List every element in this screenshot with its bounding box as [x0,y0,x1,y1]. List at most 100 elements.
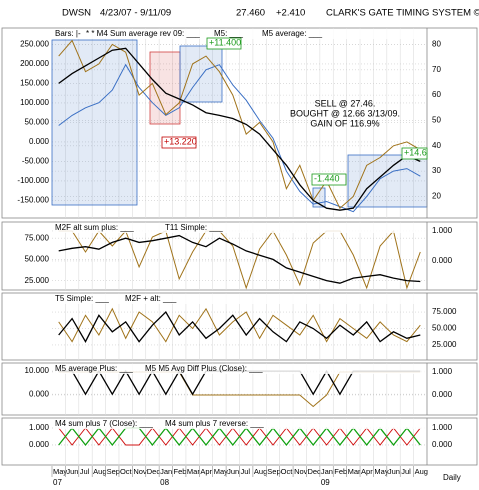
legend-label: M5 M5 Avg Diff Plus (Close): ___ [145,364,263,373]
legend-label: M5 average: ___ [262,29,323,38]
legend-bg [53,29,426,39]
tick-label: 1.000 [432,423,453,432]
year-label: 07 [53,478,62,487]
legend-bg [53,223,426,233]
tick-label: 0.000 [432,390,453,399]
tick-label: 0.000 [432,256,453,265]
note-line: SELL @ 27.46. [315,98,376,108]
tick-label: 20 [432,192,441,201]
tick-label: -100.000 [17,176,49,185]
legend-bg [53,364,426,374]
note-line: GAIN OF 116.9% [310,118,379,128]
x-tick-label: May [53,467,67,476]
x-tick-label: Sep [267,467,280,476]
series-line [58,234,421,284]
x-tick-label: Mar [348,467,361,476]
tick-label: 1.000 [432,367,453,376]
tick-label: 25.000 [432,340,457,349]
series-line [58,39,421,210]
legend-label: M2F alt sum plus: ___ [55,223,134,232]
change: +2.410 [276,8,305,19]
x-tick-label: Sep [107,467,120,476]
x-tick-label: Oct [120,467,133,476]
series-line [58,47,421,211]
x-tick-label: Mar [187,467,200,476]
tick-label: 1.000 [432,226,453,235]
tick-label: 60 [432,90,441,99]
legend-label: M5 average Plus: ___ [55,364,133,373]
tick-label: 25.000 [25,276,50,285]
x-tick-label: Nov [133,467,147,476]
x-tick-label: Aug [93,467,106,476]
x-tick-label: Apr [361,467,373,476]
annotation-box [401,147,428,160]
x-tick-label: Jun [227,467,239,476]
tick-label: 0.000 [432,440,453,449]
frequency: Daily [443,473,461,482]
x-tick-label: Jun [388,467,400,476]
x-tick-label: Apr [200,467,212,476]
legend-label: T11 Simple: ___ [165,223,223,232]
x-tick-label: Jul [401,467,411,476]
x-tick-label: Aug [415,467,428,476]
annotation: +14.6 [404,147,427,157]
tick-label: 75.000 [432,307,457,316]
x-tick-label: Oct [281,467,294,476]
legend-label: M4 sum plus 7 (Close): ___ [55,419,153,428]
note-line: BOUGHT @ 12.66 3/13/09. [290,108,400,118]
legend-bg [53,294,426,304]
tick-label: 50.000 [25,255,50,264]
annotation-box [206,37,242,50]
x-tick-label: Jan [321,467,333,476]
x-tick-label: May [374,467,388,476]
date-range: 4/23/07 - 9/11/09 [100,8,171,19]
tick-label: 40 [432,141,441,150]
tick-label: 70 [432,65,441,74]
tick-label: 200.000 [20,59,49,68]
legend-label: Bars: |- [55,29,81,38]
system-name: CLARK'S GATE TIMING SYSTEM © [326,8,479,19]
series-line [58,426,421,447]
last-price: 27.460 [236,8,265,19]
x-tick-label: Feb [174,467,187,476]
symbol: DWSN [62,8,91,19]
legend-label: M2F + alt: ___ [125,294,177,303]
x-tick-label: Jul [80,467,90,476]
tick-label: 50.000 [25,118,50,127]
x-tick-label: Jan [160,467,172,476]
tick-label: 30 [432,166,441,175]
x-tick-label: Feb [334,467,347,476]
annotation: +13.220 [164,136,197,146]
tick-label: 50.000 [432,324,457,333]
x-tick-label: Nov [294,467,308,476]
tick-label: 150.000 [20,79,49,88]
tick-label: 10.000 [25,366,50,375]
annotation: -1.440 [314,173,340,183]
tick-label: 0.000 [29,440,50,449]
annotation-box [161,136,197,149]
x-tick-label: Aug [254,467,267,476]
x-tick-label: Dec [307,467,321,476]
tick-label: -50.000 [22,157,50,166]
x-tick-label: Jul [241,467,251,476]
series-line [58,229,421,290]
tick-label: 80 [432,40,441,49]
tick-label: -150.000 [17,196,49,205]
tick-label: 1.000 [29,423,50,432]
year-label: 08 [160,478,169,487]
legend-label: M5: ___ [214,29,243,38]
annotation-box [311,173,347,186]
tick-label: 250.000 [20,39,49,48]
series-line [58,307,421,343]
tick-label: 0.000 [29,389,50,398]
x-tick-label: Dec [147,467,161,476]
tick-label: 75.000 [25,233,50,242]
tick-label: 0.000 [29,137,50,146]
legend-label: M4 sum plus 7 reverse: ___ [165,419,264,428]
legend-bg [53,419,426,429]
legend-label: T5 Simple: ___ [55,294,109,303]
tick-label: 50 [432,116,441,125]
legend-label: * * M4 Sum average rev 09: ___ [86,29,200,38]
series-line [58,310,421,343]
